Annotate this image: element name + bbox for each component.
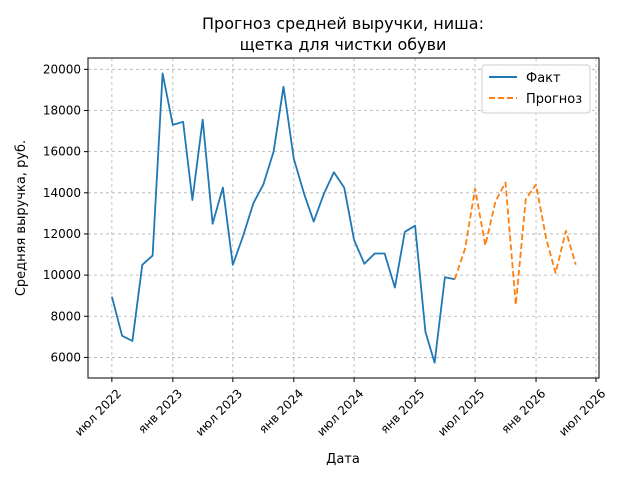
y-tick-label: 18000 [43, 103, 81, 117]
y-tick-label: 14000 [43, 186, 81, 200]
legend: Факт Прогноз [482, 65, 590, 113]
chart-title-line1: Прогноз средней выручки, ниша: [202, 14, 484, 33]
y-tick-label: 8000 [50, 309, 81, 323]
y-tick-label: 16000 [43, 145, 81, 159]
y-tick-label: 6000 [50, 350, 81, 364]
legend-label-forecast: Прогноз [526, 92, 582, 107]
y-tick-label: 10000 [43, 268, 81, 282]
legend-label-fact: Факт [526, 71, 561, 86]
y-axis-label: Средняя выручка, руб. [14, 140, 29, 296]
x-axis-label: Дата [326, 452, 360, 467]
chart-title-line2: щетка для чистки обуви [240, 35, 447, 54]
y-tick-label: 20000 [43, 62, 81, 76]
y-tick-label: 12000 [43, 227, 81, 241]
